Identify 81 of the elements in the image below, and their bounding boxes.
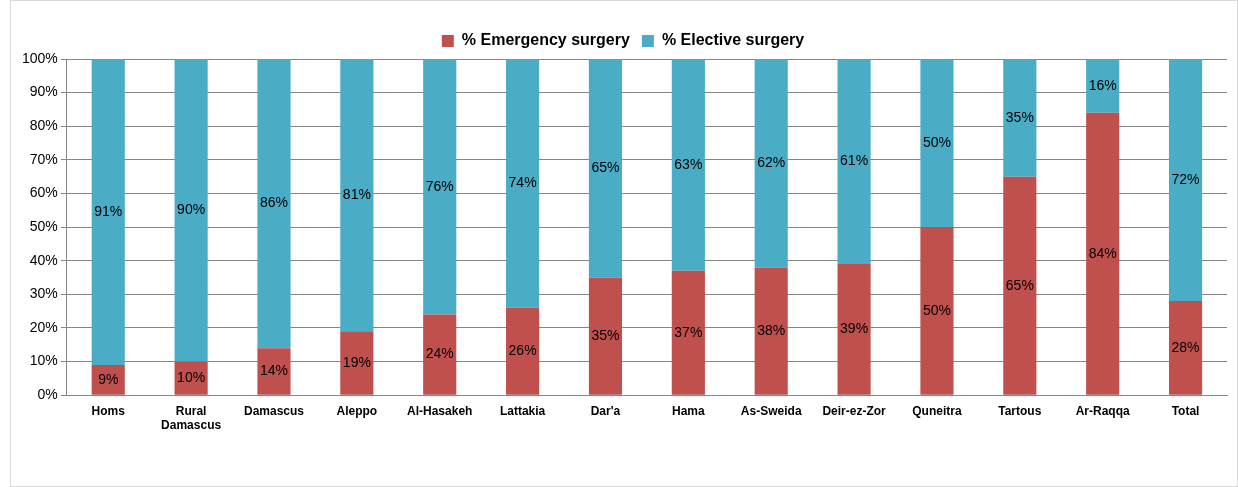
data-label: 50% [922,133,951,150]
data-label: 38% [757,321,786,338]
x-tick-label: Ar-Raqqa [1075,403,1131,418]
legend-label: % Elective surgery [661,31,805,49]
data-label: 86% [259,194,288,211]
y-tick-label: 90% [29,83,58,100]
y-tick-label: 10% [29,352,58,369]
data-label: 50% [922,301,951,318]
data-label: 76% [425,177,454,194]
data-label: 9% [98,370,119,387]
y-tick-label: 0% [37,386,58,403]
bar [837,59,871,265]
x-tick-label: Rural Damascus [161,403,222,433]
x-tick-label: Deir-ez-Zor [822,403,887,418]
data-label: 16% [1088,76,1117,93]
x-tick-label: As-Sweida [740,403,802,418]
data-label: 26% [508,342,537,359]
x-tick-label: Dar'a [590,403,621,418]
data-label: 19% [342,353,371,370]
data-label: 61% [840,152,869,169]
bar [423,59,457,315]
data-label: 65% [591,159,620,176]
bar [1086,59,1120,113]
bar [754,59,788,268]
y-tick-label: 30% [29,285,58,302]
x-tick-label: Total [1171,403,1200,418]
bar [423,314,457,395]
data-label: 10% [177,369,206,385]
x-tick-label: Lattakia [499,403,546,418]
bar [920,227,954,395]
bar [671,270,705,395]
y-tick-label: 60% [29,184,58,201]
bar [588,59,623,278]
bar [671,59,705,271]
bar [340,59,374,332]
data-label: 74% [508,174,537,191]
data-label: 35% [591,326,620,343]
x-tick-label: Hama [672,403,705,418]
y-tick-label: 40% [29,251,58,268]
y-tick-label: 20% [29,318,58,335]
data-label: 81% [342,186,371,203]
bar [506,59,540,308]
bar [340,331,374,395]
x-tick-label: Damascus [243,403,305,418]
data-label: 24% [425,345,454,362]
data-label: 62% [757,154,786,171]
y-tick-label: 100% [21,49,58,66]
y-tick-label: 70% [29,150,58,167]
x-tick-label: Quneitra [912,403,962,418]
y-tick-label: 80% [29,117,58,134]
bar [920,59,954,228]
data-label: 14% [259,362,288,379]
data-label: 28% [1171,338,1200,355]
bar [1168,59,1203,302]
legend-label: % Emergency surgery [461,31,630,49]
data-label: 91% [94,202,123,219]
bar [257,348,291,395]
x-tick-label: Al-Hasakeh [407,403,473,418]
data-label: 72% [1171,170,1200,187]
data-label: 37% [674,323,703,340]
bar [1003,59,1037,177]
data-label: 35% [1005,108,1034,125]
bar [91,59,125,365]
data-label: 63% [674,155,703,172]
bar [506,307,540,395]
y-tick-label: 50% [29,217,58,234]
x-tick-label: Homs [91,403,126,418]
bar [1086,112,1120,395]
x-tick-label: Aleppo [336,403,378,418]
bar [754,267,788,395]
x-tick-label: Tartous [998,403,1042,418]
data-label: 39% [840,320,869,337]
data-label: 90% [177,201,206,218]
data-label: 65% [1005,276,1034,293]
data-label: 84% [1088,244,1117,261]
bar [174,59,208,362]
bar [837,264,871,395]
bar [257,59,291,349]
bar [588,277,623,395]
bar [1168,301,1203,395]
bar [1003,176,1037,395]
